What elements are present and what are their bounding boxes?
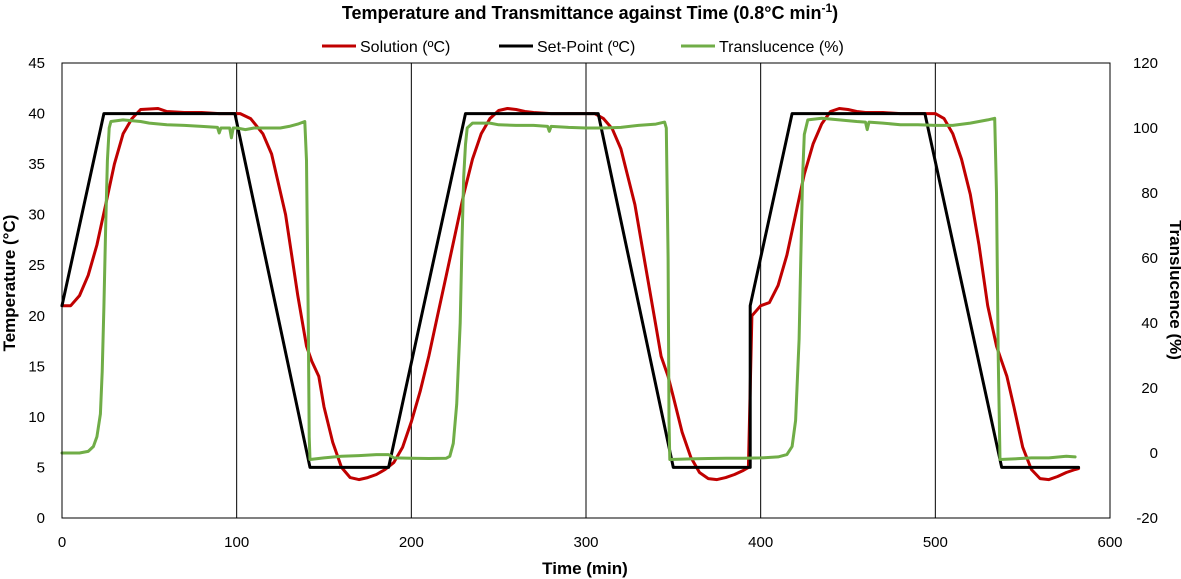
chart-title-suffix: ) <box>832 3 838 23</box>
y-tick-label: 20 <box>28 308 45 325</box>
plot-border <box>61 62 1111 519</box>
series-line-1 <box>60 107 1081 482</box>
y-axis-title: Temperature (°C) <box>0 215 19 352</box>
y-tick-label: 25 <box>28 257 45 274</box>
y2-tick-label: 120 <box>1133 55 1158 72</box>
legend-label: Solution (ºC) <box>360 39 450 56</box>
y2-axis-title: Translucence (%) <box>1166 220 1181 360</box>
y2-tick-label: -20 <box>1136 510 1158 527</box>
x-tick-label: 500 <box>923 534 948 551</box>
x-tick-label: 400 <box>748 534 773 551</box>
x-tick-label: 600 <box>1097 534 1122 551</box>
y2-tick-label: 80 <box>1141 185 1158 202</box>
legend-label: Set-Point (ºC) <box>537 39 635 56</box>
series-line-3 <box>60 116 1077 461</box>
y-tick-label: 15 <box>28 358 45 375</box>
y2-tick-label: 20 <box>1141 380 1158 397</box>
series-layer <box>60 107 1081 482</box>
y-tick-label: 45 <box>28 55 45 72</box>
x-tick-label: 100 <box>224 534 249 551</box>
legend: Solution (ºC) Set-Point (ºC) Translucence … <box>322 39 844 56</box>
y-tick-label: 40 <box>28 106 45 123</box>
axes: 0 100 200 300 400 500 600051015202530354045-20… <box>28 55 1158 551</box>
y-tick-label: 10 <box>28 409 45 426</box>
chart-title: Temperature and Transmittance against Ti… <box>342 1 838 23</box>
chart-title-main: Temperature and Transmittance against Ti… <box>342 3 822 23</box>
grid <box>236 63 936 518</box>
y-tick-label: 30 <box>28 207 45 224</box>
y-tick-label: 35 <box>28 156 45 173</box>
y2-tick-label: 0 <box>1150 445 1158 462</box>
y-tick-label: 0 <box>37 510 45 527</box>
legend-label: Translucence (%) <box>719 39 844 56</box>
y-tick-label: 5 <box>37 459 45 476</box>
y2-tick-label: 100 <box>1133 120 1158 137</box>
series-line-2 <box>60 112 1081 469</box>
y2-tick-label: 40 <box>1141 315 1158 332</box>
x-tick-label: 0 <box>58 534 66 551</box>
x-tick-label: 200 <box>399 534 424 551</box>
x-tick-label: 300 <box>573 534 598 551</box>
y2-tick-label: 60 <box>1141 250 1158 267</box>
x-axis-title: Time (min) <box>542 559 628 578</box>
chart-title-superscript: -1 <box>822 1 833 15</box>
